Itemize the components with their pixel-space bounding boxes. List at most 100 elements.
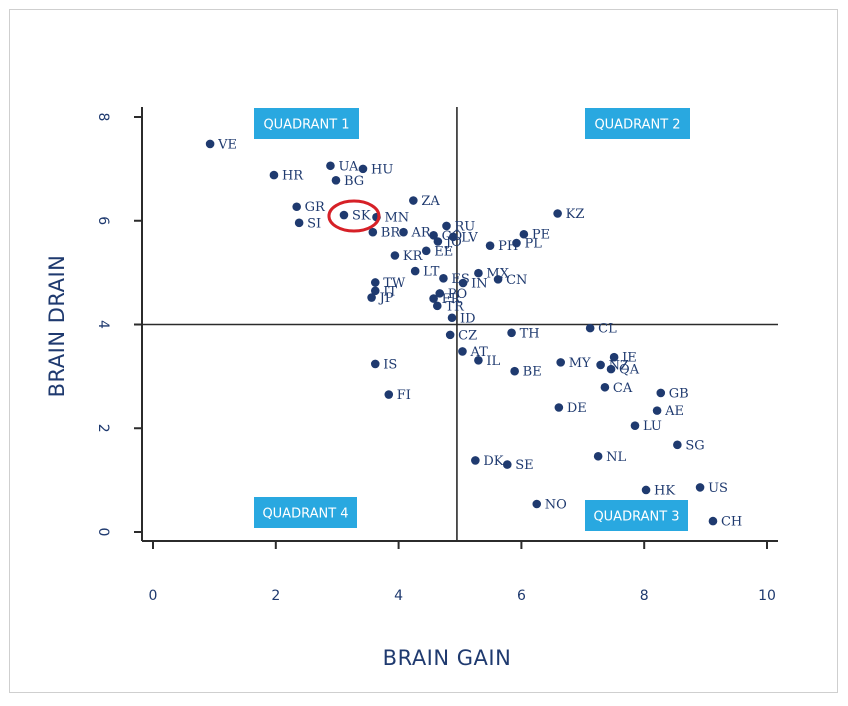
data-point [326, 161, 335, 171]
data-point [532, 499, 542, 509]
data-point [641, 485, 651, 495]
data-point [600, 382, 610, 392]
data-point-label: SI [307, 216, 321, 231]
data-point-label: SG [685, 438, 704, 453]
data-point [433, 237, 443, 246]
data-point [390, 251, 400, 260]
data-point-label: KZ [566, 207, 585, 222]
data-point [384, 390, 394, 399]
data-point [442, 221, 451, 231]
data-point [556, 358, 565, 367]
data-point-label: LT [423, 265, 440, 280]
data-point-label: BR [381, 226, 402, 241]
chart-frame [9, 9, 838, 693]
quadrant-2-label: QUADRANT 2 [594, 118, 680, 133]
data-point [630, 421, 640, 430]
data-point [510, 366, 519, 376]
data-point-label: KR [403, 249, 424, 264]
x-tick-label: 0 [149, 588, 158, 604]
data-point [339, 210, 349, 220]
data-point [708, 516, 718, 526]
quadrant-2-badge [585, 108, 690, 139]
data-point-label: IT [383, 284, 397, 299]
quadrant-3-label: QUADRANT 3 [593, 510, 679, 525]
x-tick-label: 6 [517, 588, 526, 604]
data-point-label: GB [669, 386, 689, 401]
data-point-label: DK [483, 454, 503, 469]
data-point-label: IN [471, 277, 488, 292]
data-point-label: PO [448, 287, 467, 302]
x-tick-label: 2 [271, 588, 280, 604]
data-point [593, 451, 603, 461]
data-point-label: HU [371, 162, 393, 177]
data-point-label: VE [217, 137, 237, 152]
y-tick-label: 6 [95, 216, 111, 225]
quadrant-labels: QUADRANT 1 QUADRANT 2 QUADRANT 3 QUADRANT 4 [254, 108, 690, 531]
data-point [367, 293, 376, 302]
data-point-label: NL [606, 450, 626, 465]
data-point-label: ID [460, 311, 476, 326]
data-point-label: SK [352, 209, 371, 224]
data-point-label: IS [383, 357, 397, 372]
data-point [673, 440, 682, 450]
data-point [656, 388, 666, 398]
data-point-label: JO [444, 235, 462, 250]
data-point [554, 403, 564, 412]
data-point-label: FI [397, 388, 411, 403]
y-axis-title: BRAIN DRAIN [45, 255, 69, 398]
data-point [447, 313, 457, 323]
data-point [695, 483, 705, 492]
data-point [294, 218, 304, 228]
data-point-label: AE [664, 404, 684, 419]
data-point [652, 406, 662, 415]
quadrant-4-badge [254, 497, 357, 528]
data-point [471, 456, 480, 465]
y-tick-label: 2 [95, 424, 111, 433]
data-point [370, 359, 380, 369]
data-point [370, 278, 380, 287]
highlight-layer [327, 199, 381, 233]
data-point [458, 347, 467, 356]
data-point-label: CN [506, 273, 527, 288]
data-point [493, 275, 503, 284]
data-point-label: UA [338, 159, 359, 174]
data-point [585, 323, 595, 333]
data-point-label: TW [383, 276, 406, 291]
data-point-label: AT [469, 345, 488, 360]
data-point [409, 196, 418, 205]
data-point [331, 175, 341, 185]
data-point [292, 202, 301, 212]
data-point-label: IL [486, 354, 500, 369]
quadrant-3-badge [585, 500, 688, 531]
data-point [485, 241, 495, 250]
data-point [269, 170, 279, 180]
data-point-label: IE [622, 351, 637, 366]
data-point-label: EE [434, 244, 453, 259]
data-point [399, 227, 408, 237]
data-point [429, 294, 438, 303]
ticks: 0 2 4 6 8 10 0 2 4 6 8 [95, 113, 776, 604]
data-point [553, 209, 562, 218]
data-point-label: US [708, 481, 728, 496]
data-point-label: MX [486, 267, 509, 282]
data-point [445, 330, 455, 340]
data-point-label: CH [721, 515, 742, 530]
data-point [609, 352, 619, 362]
x-tick-label: 10 [758, 588, 776, 604]
data-point-label: CL [598, 322, 617, 337]
data-point-label: NO [545, 497, 567, 512]
data-point-label: PE [532, 228, 550, 243]
x-tick-label: 8 [640, 588, 649, 604]
data-point-label: TR [445, 299, 465, 314]
data-point [205, 139, 215, 149]
data-point-label: HK [654, 483, 675, 498]
data-point [507, 328, 516, 338]
data-point-label: RU [454, 219, 475, 234]
data-points: VEHRUAHUBGGRSISKMNZABRARCORULVJOEEKRLTES… [205, 137, 742, 530]
data-point-label: SE [515, 458, 533, 473]
x-tick-label: 4 [394, 588, 403, 604]
data-point [448, 232, 458, 242]
data-point-label: BG [344, 174, 364, 189]
quadrant-1-label: QUADRANT 1 [263, 118, 349, 133]
